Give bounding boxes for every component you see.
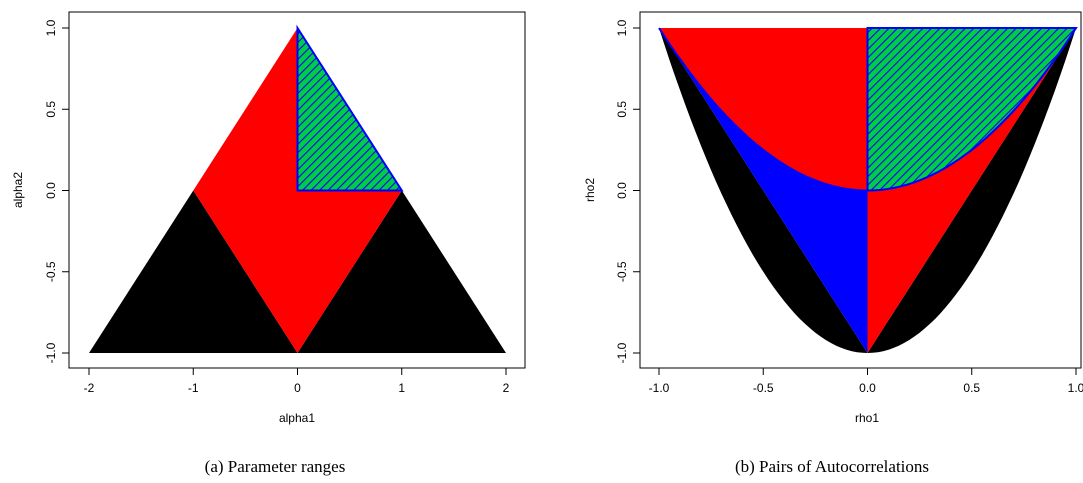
panel-b-y-axis-title: rho2 [583,178,597,202]
y-tick-label: 0.0 [615,182,629,199]
y-tick-label: 1.0 [615,19,629,36]
panel-b-x-ticks: -1.0 -0.5 0.0 0.5 1.0 [649,368,1083,395]
panel-b-y-ticks: -1.0 -0.5 0.0 0.5 1.0 [615,19,640,363]
x-tick-label: 0.5 [963,381,980,395]
y-tick-label: -1.0 [615,342,629,363]
panel-a-caption: (a) Parameter ranges [205,457,346,476]
y-tick-label: 1.0 [44,19,58,36]
y-tick-label: -0.5 [615,261,629,282]
x-tick-label: -2 [84,381,95,395]
panel-a: -2 -1 0 1 2 -1.0-0.50.00.51.0 alpha1 alpha2 … [11,12,525,476]
x-tick-label: 0 [294,381,301,395]
x-tick-label: 2 [503,381,510,395]
x-tick-label: -1 [188,381,199,395]
y-tick-label: -1.0 [44,342,58,363]
y-tick-label: -0.5 [44,261,58,282]
panel-a-x-axis-title: alpha1 [279,411,315,425]
panel-a-x-ticks: -2 -1 0 1 2 [84,368,510,395]
y-tick-label: 0.5 [44,101,58,118]
y-tick-label: 0.0 [44,182,58,199]
x-tick-label: 1.0 [1068,381,1083,395]
panel-b-caption: (b) Pairs of Autocorrelations [735,457,929,476]
panel-b-x-axis-title: rho1 [855,411,879,425]
x-tick-label: -0.5 [753,381,774,395]
y-tick-label: 0.5 [615,101,629,118]
panel-a-y-ticks: -1.0 -0.5 0.0 0.5 1.0 [44,19,69,363]
panel-a-y-axis-title: alpha2 [11,172,25,208]
panel-b-regions [659,28,1076,353]
x-tick-label: 1 [398,381,405,395]
region-green-hatched [298,28,402,191]
panel-a-regions [89,28,506,353]
x-tick-label: -1.0 [649,381,670,395]
panel-b: -1.0 -0.5 0.0 0.5 1.0 -1.0 -0.5 0.0 0.5 1.0 rho1… [583,12,1083,476]
x-tick-label: 0.0 [859,381,876,395]
